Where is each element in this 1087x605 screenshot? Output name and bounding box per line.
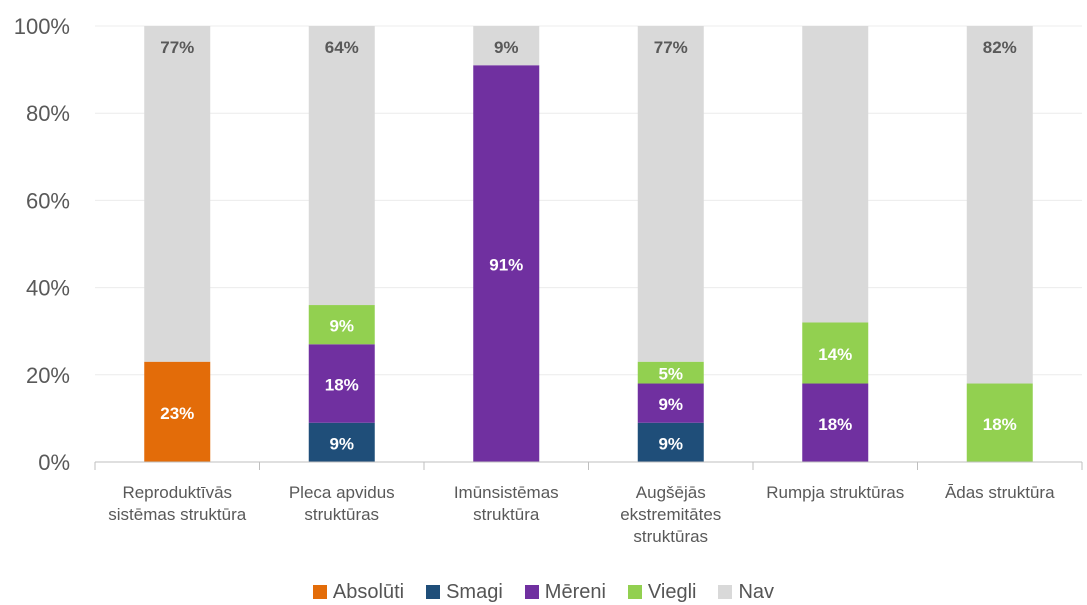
bar-segment: [802, 322, 869, 384]
bar-segment: [144, 361, 211, 462]
data-label: 9%: [658, 434, 683, 453]
legend-item: Mēreni: [524, 580, 606, 604]
bar-segment: [637, 26, 704, 362]
data-label: 14%: [818, 345, 852, 364]
legend-swatch: [718, 585, 733, 599]
legend-label: Nav: [738, 580, 775, 603]
x-tick-label: Imūnsistēmas struktūra: [454, 483, 559, 524]
y-tick-label: 60%: [26, 188, 70, 213]
data-label: 9%: [494, 38, 519, 57]
bar-segment: [637, 383, 704, 423]
x-tick-label: Augšējās ekstremitātes struktūras: [620, 483, 721, 546]
data-label: 82%: [983, 38, 1017, 57]
data-label: 91%: [489, 256, 523, 275]
legend-label: Absolūti: [332, 580, 405, 603]
bar-segment: [802, 26, 869, 323]
bar-segment: [308, 26, 375, 306]
legend-swatch: [426, 585, 441, 599]
data-label: 9%: [329, 434, 354, 453]
bar-segment: [637, 422, 704, 462]
data-label: 9%: [658, 395, 683, 414]
legend-label: Smagi: [446, 580, 503, 603]
bar-segment: [966, 383, 1033, 462]
x-tick-label: Ādas struktūra: [945, 483, 1055, 502]
gridlines: [95, 25, 1082, 376]
bar-segment: [308, 344, 375, 423]
bar-segment: [308, 305, 375, 345]
legend: Absolūti Smagi Mēreni Viegli Nav: [0, 580, 1087, 604]
data-label: 18%: [983, 415, 1017, 434]
y-tick-label: 20%: [26, 363, 70, 388]
bar-segment: [144, 26, 211, 362]
data-label: 5%: [658, 365, 683, 384]
legend-item: Viegli: [627, 580, 697, 604]
y-tick-label: 100%: [14, 14, 70, 39]
y-tick-label: 80%: [26, 101, 70, 126]
y-tick-label: 40%: [26, 276, 70, 301]
bar-segment: [637, 361, 704, 384]
y-tick-label: 0%: [38, 450, 70, 475]
bar-segment: [802, 383, 869, 462]
legend-item: Absolūti: [312, 580, 405, 604]
bar-segment: [966, 26, 1033, 384]
x-tick-label: Rumpja struktūras: [766, 483, 904, 502]
bar-segment: [308, 422, 375, 462]
data-label: 23%: [160, 404, 194, 423]
legend-item: Smagi: [426, 581, 503, 604]
data-label: 64%: [325, 38, 359, 57]
data-label: 18%: [325, 376, 359, 395]
legend-label: Mēreni: [544, 580, 606, 603]
legend-swatch: [524, 585, 539, 599]
data-label: 18%: [818, 415, 852, 434]
legend-label: Viegli: [647, 580, 697, 603]
data-label: 77%: [160, 38, 194, 57]
x-tick-label: Reproduktīvās sistēmas struktūra: [108, 483, 246, 524]
bars: [144, 26, 1033, 463]
x-tick-label: Pleca apvidus struktūras: [289, 483, 395, 524]
data-label: 77%: [654, 38, 688, 57]
legend-swatch: [627, 585, 642, 599]
bar-segment: [473, 65, 540, 463]
data-label: 9%: [329, 317, 354, 336]
y-axis-ticks: 0% 20% 40% 60% 80% 100%: [14, 14, 70, 475]
legend-swatch: [312, 585, 327, 599]
legend-item: Nav: [718, 581, 774, 604]
x-axis: Reproduktīvās sistēmas struktūra Pleca apv…: [94, 461, 1083, 546]
data-labels: 23% 77% 9% 18% 9% 64% 91% 9% 9% 9% 5% 77% 18% 14% 18% 8…: [160, 38, 1017, 453]
bar-segment: [473, 26, 540, 66]
